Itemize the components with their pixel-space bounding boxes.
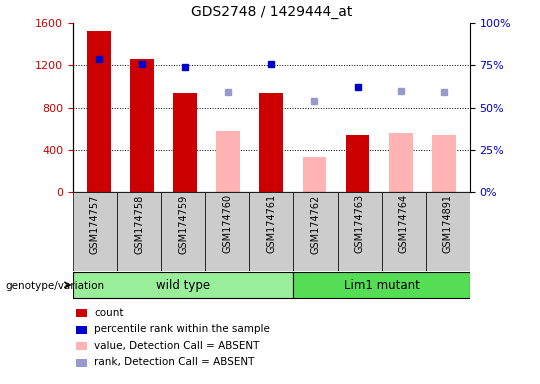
Bar [249,192,293,271]
Bar [432,135,456,192]
Bar [217,131,240,192]
Bar [130,59,154,192]
Title: GDS2748 / 1429444_at: GDS2748 / 1429444_at [191,5,352,19]
Bar [73,192,117,271]
Text: GSM174760: GSM174760 [222,194,232,253]
Bar [87,31,111,192]
Text: count: count [94,308,124,318]
Bar [293,272,470,298]
Text: wild type: wild type [156,279,210,291]
Bar [338,192,382,271]
Bar [382,192,426,271]
Bar [205,192,249,271]
Text: GSM174764: GSM174764 [399,194,409,253]
Text: GSM174757: GSM174757 [90,194,100,254]
Text: GSM174759: GSM174759 [178,194,188,253]
Text: rank, Detection Call = ABSENT: rank, Detection Call = ABSENT [94,358,254,367]
Text: genotype/variation: genotype/variation [5,281,105,291]
Bar [260,93,283,192]
Text: GSM174891: GSM174891 [443,194,453,253]
Bar [426,192,470,271]
Bar [117,192,161,271]
Bar [302,157,326,192]
Text: GSM174763: GSM174763 [355,194,365,253]
Bar [346,135,369,192]
Text: percentile rank within the sample: percentile rank within the sample [94,324,270,334]
Bar [173,93,197,192]
Bar [161,192,205,271]
Bar [293,192,338,271]
Bar [73,272,293,298]
Text: GSM174762: GSM174762 [310,194,320,253]
Text: GSM174758: GSM174758 [134,194,144,253]
Text: Lim1 mutant: Lim1 mutant [343,279,420,291]
Bar [389,133,413,192]
Text: value, Detection Call = ABSENT: value, Detection Call = ABSENT [94,341,259,351]
Text: GSM174761: GSM174761 [266,194,276,253]
